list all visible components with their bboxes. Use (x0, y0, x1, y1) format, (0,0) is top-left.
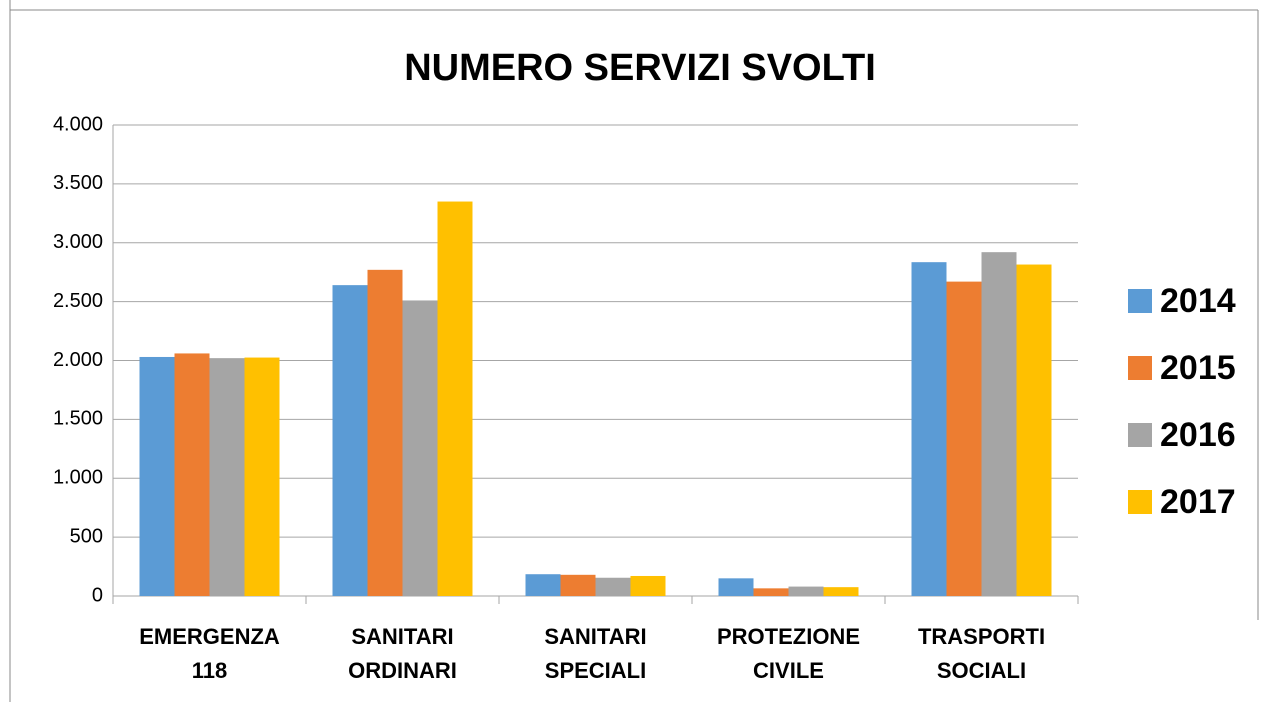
legend-label: 2015 (1160, 349, 1236, 387)
x-tick-label: SANITARI ORDINARI (348, 624, 457, 683)
legend-label: 2014 (1160, 282, 1236, 320)
x-tick-label: TRASPORTI SOCIALI (917, 624, 1046, 683)
y-tick-label: 1.000 (53, 467, 103, 489)
bar (244, 357, 280, 596)
bar (788, 586, 824, 596)
bar (946, 281, 982, 596)
bar (595, 577, 631, 596)
y-tick-label: 500 (70, 525, 103, 547)
bar (332, 285, 368, 596)
legend-swatch (1128, 289, 1152, 313)
bar (139, 356, 175, 596)
bar (911, 262, 947, 596)
bar (367, 269, 403, 596)
bar (981, 252, 1017, 597)
legend-label: 2017 (1160, 483, 1236, 521)
legend-swatch (1128, 356, 1152, 380)
legend-label: 2016 (1160, 416, 1236, 454)
bar (560, 574, 596, 596)
y-tick-label: 2.500 (53, 290, 103, 312)
bar (174, 353, 210, 596)
y-tick-label: 3.500 (53, 172, 103, 194)
bar (1016, 264, 1052, 596)
y-tick-label: 0 (92, 584, 103, 606)
y-tick-label: 2.000 (53, 349, 103, 371)
bar (209, 358, 245, 596)
bar (823, 587, 859, 596)
chart-title: NUMERO SERVIZI SVOLTI (404, 47, 876, 89)
bar (753, 588, 789, 596)
bar (437, 201, 473, 596)
x-tick-label: EMERGENZA 118 (139, 624, 280, 683)
x-tick-label: PROTEZIONE CIVILE (716, 624, 860, 683)
y-tick-label: 4.000 (53, 113, 103, 135)
bar (630, 575, 666, 596)
bar (402, 300, 438, 596)
bar (718, 578, 754, 596)
y-tick-label: 3.000 (53, 231, 103, 253)
bar (525, 574, 561, 596)
y-tick-label: 1.500 (53, 408, 103, 430)
legend-swatch (1128, 423, 1152, 447)
x-tick-label: SANITARI SPECIALI (544, 624, 647, 683)
legend-swatch (1128, 490, 1152, 514)
